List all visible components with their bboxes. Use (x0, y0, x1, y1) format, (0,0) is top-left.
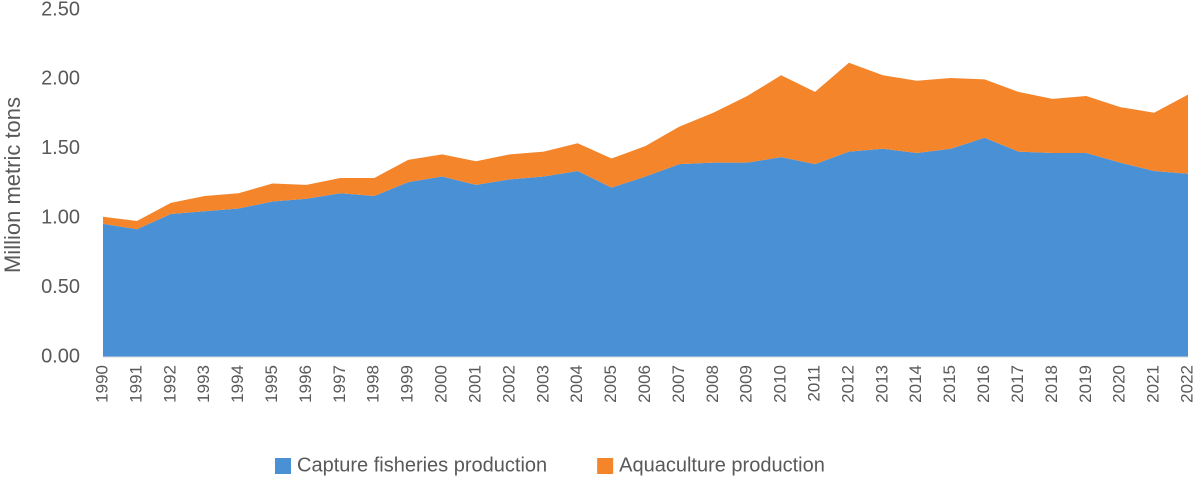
x-tick-label: 2011 (805, 365, 824, 402)
x-tick-label: 1995 (262, 365, 281, 403)
x-tick-label: 2022 (1177, 365, 1196, 403)
x-tick-label: 2013 (872, 365, 891, 403)
x-tick-label: 1993 (194, 365, 213, 403)
x-tick-label: 2010 (771, 365, 790, 403)
x-tick-label: 2020 (1110, 365, 1129, 403)
x-tick-label: 2018 (1042, 365, 1061, 403)
x-tick-label: 2003 (533, 365, 552, 403)
x-tick-label: 2006 (635, 365, 654, 403)
x-tick-label: 2009 (737, 365, 756, 403)
area (103, 137, 1188, 357)
x-tick-label: 2005 (601, 365, 620, 403)
x-tick-label: 2021 (1144, 365, 1163, 403)
x-tick-label: 2019 (1076, 365, 1095, 403)
y-tick-label: 0.50 (41, 276, 80, 298)
x-tick-label: 1991 (126, 365, 145, 403)
x-tick-label: 2001 (465, 365, 484, 403)
legend-label: Capture fisheries production (297, 454, 547, 476)
y-tick-label: 1.50 (41, 137, 80, 159)
x-tick-label: 2008 (703, 365, 722, 403)
x-tick-label: 2015 (940, 365, 959, 403)
y-tick-label: 0.00 (41, 345, 80, 367)
y-axis-title: Million metric tons (0, 97, 25, 273)
x-tick-label: 1994 (228, 365, 247, 403)
legend-swatch (275, 458, 291, 474)
x-tick-label: 2017 (1008, 365, 1027, 403)
x-tick-label: 2000 (432, 365, 451, 403)
y-tick-label: 2.00 (41, 68, 80, 90)
x-tick-label: 1996 (296, 365, 315, 403)
x-tick-label: 2016 (974, 365, 993, 403)
legend-swatch (597, 458, 614, 474)
x-tick-label: 2002 (499, 365, 518, 403)
x-tick-label: 1990 (92, 365, 111, 403)
y-tick-label: 1.00 (41, 206, 80, 228)
x-tick-label: 1998 (364, 365, 383, 403)
x-tick-label: 2014 (906, 365, 925, 403)
x-tick-label: 2012 (838, 365, 857, 403)
x-tick-label: 1997 (330, 365, 349, 403)
legend-label: Aquaculture production (619, 454, 825, 476)
area (103, 62, 1188, 230)
x-tick-label: 1999 (398, 365, 417, 403)
x-tick-label: 2004 (567, 365, 586, 403)
y-tick-label: 2.50 (41, 0, 80, 20)
x-tick-label: 2007 (669, 365, 688, 403)
x-tick-label: 1992 (160, 365, 179, 403)
